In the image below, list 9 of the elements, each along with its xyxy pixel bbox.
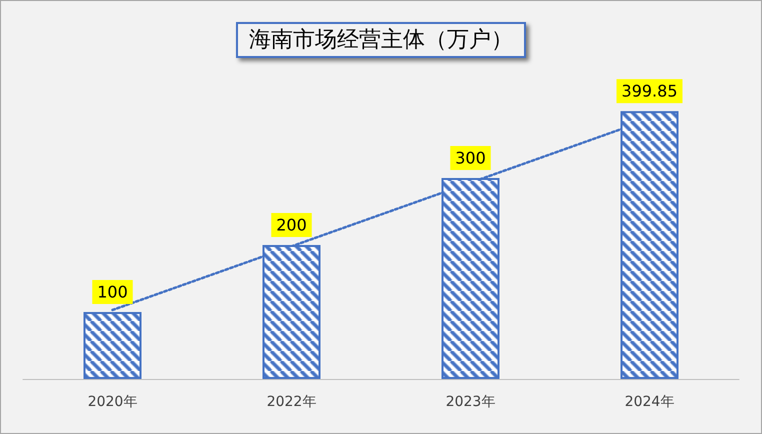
data-label: 100 [97,282,128,302]
x-tick-label: 2023年 [446,394,496,410]
x-tick-label: 2024年 [624,394,674,410]
data-label: 200 [276,216,307,234]
data-label: 399.85 [622,82,678,101]
x-tick-label: 2020年 [88,394,138,410]
x-tick-label: 2022年 [266,394,316,410]
data-label: 300 [455,148,486,168]
chart-title: 海南市场经营主体（万户） [249,28,513,52]
